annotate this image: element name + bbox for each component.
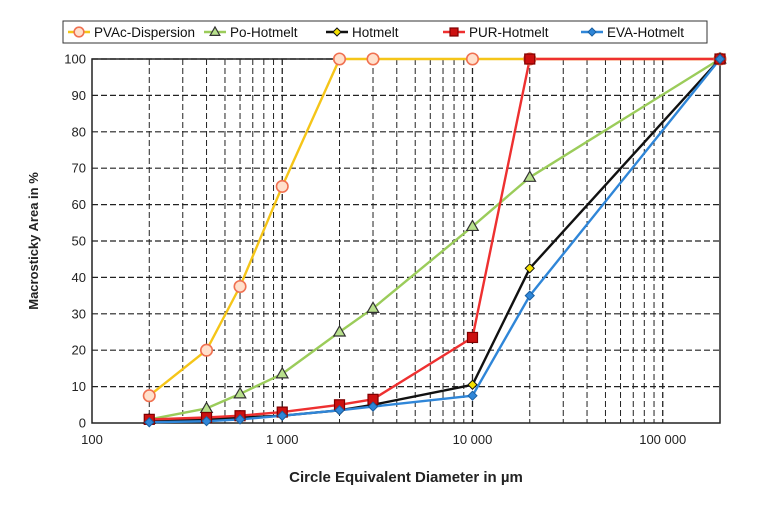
legend-label-pur-hotmelt: PUR-Hotmelt xyxy=(469,25,549,40)
data-point-po-hotmelt xyxy=(522,170,537,182)
data-point-po-hotmelt xyxy=(233,386,247,399)
x-tick-label: 10 000 xyxy=(453,432,493,447)
y-tick-label: 50 xyxy=(72,234,86,249)
legend-label-pvac-dispersion: PVAc-Dispersion xyxy=(94,25,195,40)
y-tick-label: 80 xyxy=(72,124,86,139)
legend-label-po-hotmelt: Po-Hotmelt xyxy=(230,25,298,40)
y-tick-label: 70 xyxy=(72,161,86,176)
data-point-pvac-dispersion xyxy=(465,52,480,66)
legend-box xyxy=(62,20,708,44)
data-point-pvac-dispersion xyxy=(199,343,214,357)
data-point-po-hotmelt xyxy=(465,219,480,232)
legend-label-eva-hotmelt: EVA-Hotmelt xyxy=(607,25,684,40)
data-point-eva-hotmelt xyxy=(367,401,379,412)
legend-marker-po-hotmelt xyxy=(209,25,221,36)
data-point-pur-hotmelt xyxy=(524,53,536,65)
data-point-hotmelt xyxy=(524,263,535,274)
legend-marker-eva-hotmelt xyxy=(587,27,597,37)
y-axis-label: Macrosticky Area in % xyxy=(26,172,41,310)
y-tick-label: 0 xyxy=(79,416,86,431)
data-point-po-hotmelt xyxy=(366,301,380,313)
data-point-po-hotmelt xyxy=(275,366,290,379)
data-point-eva-hotmelt xyxy=(144,417,155,428)
x-tick-label: 1 000 xyxy=(266,432,299,447)
data-point-eva-hotmelt xyxy=(714,53,726,65)
y-tick-label: 20 xyxy=(72,343,86,358)
data-point-pvac-dispersion xyxy=(233,279,247,294)
x-axis-label: Circle Equivalent Diameter in µm xyxy=(289,469,523,486)
y-tick-label: 30 xyxy=(72,306,86,321)
legend-marker-pvac-dispersion xyxy=(73,26,85,38)
legend-marker-hotmelt xyxy=(332,27,342,37)
y-axis-ticks: 0 10 20 30 40 50 60 70 80 90 100 xyxy=(64,52,86,431)
data-point-eva-hotmelt xyxy=(234,414,246,425)
legend-marker-pur-hotmelt xyxy=(449,27,459,37)
data-point-pvac-dispersion xyxy=(332,52,347,66)
data-point-eva-hotmelt xyxy=(467,390,478,401)
data-point-pvac-dispersion xyxy=(142,389,156,403)
x-tick-label: 100 000 xyxy=(639,432,686,447)
data-point-po-hotmelt xyxy=(332,324,347,337)
data-point-hotmelt xyxy=(467,379,478,390)
y-tick-label: 40 xyxy=(72,270,86,285)
x-tick-label: 100 xyxy=(81,432,103,447)
data-point-pvac-dispersion xyxy=(275,179,289,193)
legend-label-hotmelt: Hotmelt xyxy=(352,25,399,40)
data-point-eva-hotmelt xyxy=(334,405,345,416)
data-point-eva-hotmelt xyxy=(201,415,212,427)
y-tick-label: 60 xyxy=(72,197,86,212)
y-tick-label: 100 xyxy=(64,52,86,67)
data-point-pur-hotmelt xyxy=(466,331,479,344)
y-tick-label: 10 xyxy=(72,379,86,394)
x-axis-ticks: 100 1 000 10 000 100 000 xyxy=(81,432,686,447)
data-point-eva-hotmelt xyxy=(277,410,288,421)
legend: PVAc-Dispersion Po-Hotmelt Hotmelt PUR-Hotm… xyxy=(62,20,708,44)
data-point-pvac-dispersion xyxy=(366,52,380,66)
data-point-eva-hotmelt xyxy=(524,290,535,301)
y-tick-label: 90 xyxy=(72,88,86,103)
series-markers xyxy=(142,51,727,428)
